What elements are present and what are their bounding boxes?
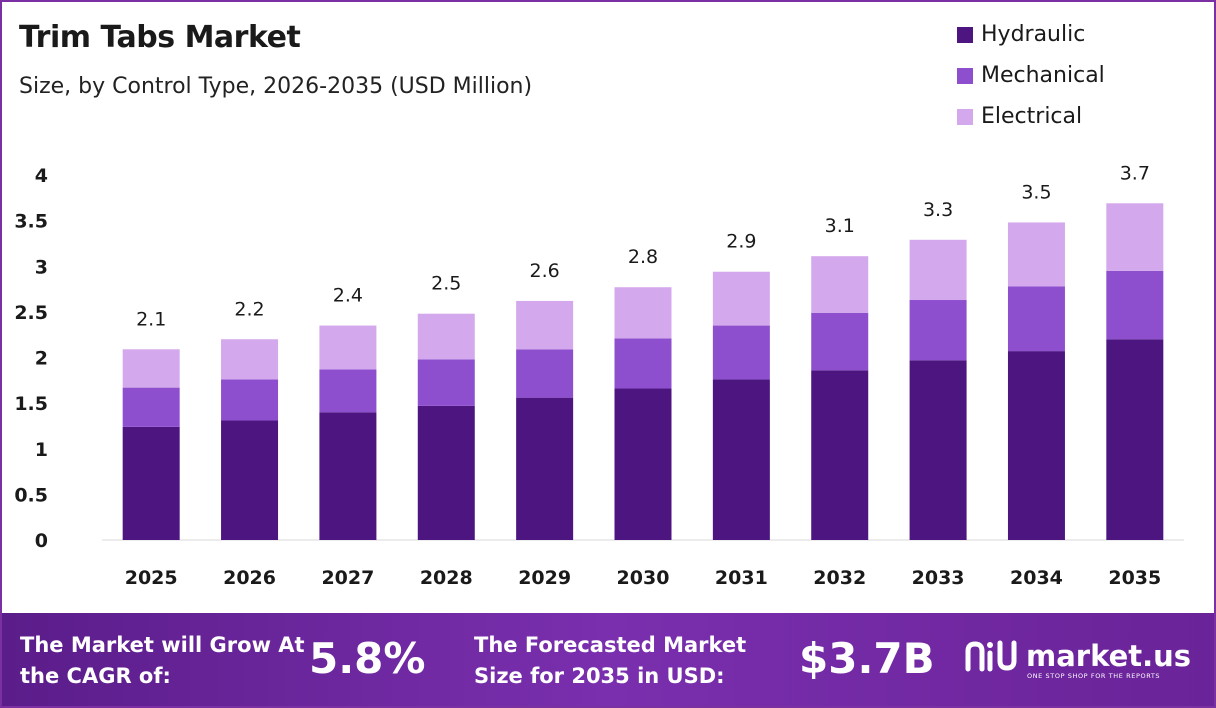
bar-segment-hydraulic: [1007, 351, 1065, 540]
y-tick-label: 3.5: [14, 211, 48, 233]
bar-segment-electrical: [1106, 203, 1164, 271]
bar-segment-mechanical: [712, 325, 770, 380]
y-tick-label: 0: [35, 530, 48, 552]
x-tick-label: 2033: [912, 567, 965, 589]
x-tick-label: 2025: [125, 567, 178, 589]
market-us-logo-icon: [965, 640, 1017, 672]
legend-label-electrical: Electrical: [981, 104, 1083, 129]
bar-segment-hydraulic: [221, 420, 279, 540]
legend-item-hydraulic: Hydraulic: [957, 14, 1105, 55]
x-tick-label: 2035: [1108, 567, 1161, 589]
bar-segment-hydraulic: [319, 412, 377, 540]
legend-swatch-hydraulic: [957, 26, 973, 43]
bar-segment-hydraulic: [712, 379, 770, 540]
bar-segment-hydraulic: [417, 405, 475, 540]
x-tick-label: 2029: [518, 567, 571, 589]
x-tick-label: 2030: [617, 567, 670, 589]
bar-segment-hydraulic: [122, 426, 180, 540]
y-tick-label: 1: [35, 439, 48, 461]
forecast-label: The Forecasted Market Size for 2035 in U…: [474, 633, 747, 688]
x-tick-label: 2028: [420, 567, 473, 589]
chart-title: Trim Tabs Market: [19, 20, 301, 55]
bar-segment-electrical: [122, 349, 180, 388]
bar-segment-electrical: [811, 256, 869, 313]
footer-banner: The Market will Grow At the CAGR of: 5.8…: [2, 613, 1214, 706]
legend-label-mechanical: Mechanical: [981, 63, 1105, 88]
x-tick-label: 2032: [813, 567, 866, 589]
bar-segment-electrical: [712, 271, 770, 326]
brand-logo: market.us ONE STOP SHOP FOR THE REPORTS: [964, 639, 1192, 680]
bar-segment-mechanical: [516, 349, 574, 398]
y-tick-label: 2.5: [14, 302, 48, 324]
brand-name: market.us: [1026, 639, 1192, 673]
bar-segment-mechanical: [319, 369, 377, 413]
bar-segment-hydraulic: [811, 370, 869, 540]
bar-segment-mechanical: [221, 379, 279, 421]
bar-segment-mechanical: [614, 338, 672, 389]
bar-segment-mechanical: [811, 312, 869, 371]
forecast-value: $3.7B: [799, 634, 935, 683]
y-tick-label: 0.5: [14, 484, 48, 506]
bar-segment-mechanical: [1007, 286, 1065, 352]
chart-subtitle: Size, by Control Type, 2026-2035 (USD Mi…: [19, 74, 533, 99]
bar-segment-mechanical: [909, 300, 967, 361]
x-tick-label: 2034: [1010, 567, 1063, 589]
bar-total-label: 2.1: [136, 308, 166, 330]
bar-segment-electrical: [417, 313, 475, 360]
legend-item-electrical: Electrical: [957, 96, 1105, 137]
bar-segment-mechanical: [122, 387, 180, 427]
bar-total-label: 3.1: [825, 215, 855, 237]
bar-total-label: 3.3: [923, 199, 953, 221]
bar-segment-hydraulic: [614, 388, 672, 540]
stacked-bar-chart: 0 0.5 1 1.5 2 2.5 3 3.5 4 2.1 2025 2.2 2026 2.4 2027 2.…: [14, 162, 1184, 589]
bar-segment-electrical: [1007, 222, 1065, 287]
bar-segment-electrical: [614, 287, 672, 339]
bar-total-label: 2.5: [431, 273, 461, 295]
bar-segment-mechanical: [1106, 270, 1164, 340]
legend-label-hydraulic: Hydraulic: [981, 22, 1086, 47]
bar-total-label: 2.9: [726, 231, 756, 253]
bar-segment-electrical: [221, 339, 279, 380]
y-tick-label: 1.5: [14, 393, 48, 415]
y-tick-label: 4: [35, 165, 48, 187]
bar-segment-electrical: [319, 325, 377, 370]
legend: Hydraulic Mechanical Electrical: [957, 14, 1105, 137]
bar-total-label: 2.2: [234, 298, 264, 320]
bar-segment-hydraulic: [909, 360, 967, 540]
x-tick-label: 2031: [715, 567, 768, 589]
legend-swatch-electrical: [957, 108, 973, 125]
cagr-value: 5.8%: [309, 634, 426, 683]
bar-segment-electrical: [516, 300, 574, 350]
brand-tagline: ONE STOP SHOP FOR THE REPORTS: [1027, 672, 1161, 680]
bar-total-label: 3.5: [1021, 181, 1051, 203]
bar-segment-hydraulic: [516, 397, 574, 540]
bar-segment-mechanical: [417, 359, 475, 406]
legend-swatch-mechanical: [957, 67, 973, 84]
y-tick-label: 2: [35, 348, 48, 370]
bar-total-label: 2.8: [628, 246, 658, 268]
bar-total-label: 3.7: [1120, 162, 1150, 184]
cagr-label: The Market will Grow At the CAGR of:: [20, 633, 305, 688]
x-tick-label: 2026: [223, 567, 276, 589]
x-tick-label: 2027: [321, 567, 374, 589]
bar-segment-electrical: [909, 239, 967, 301]
y-tick-label: 3: [35, 256, 48, 278]
bar-segment-hydraulic: [1106, 339, 1164, 540]
legend-item-mechanical: Mechanical: [957, 55, 1105, 96]
bar-total-label: 2.6: [530, 260, 560, 282]
bar-total-label: 2.4: [333, 285, 363, 307]
